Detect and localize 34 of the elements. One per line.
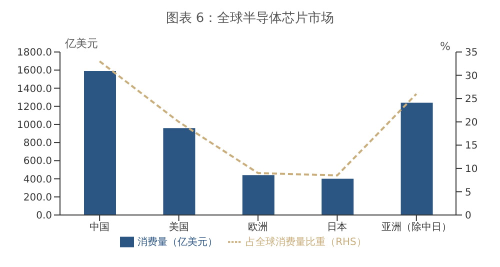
y2-tick-label: 35	[465, 48, 478, 59]
y2-tick-label: 10	[465, 164, 478, 175]
bar	[84, 71, 116, 215]
y-tick-label: 200.0	[23, 192, 52, 204]
x-tick-label: 美国	[168, 221, 189, 234]
bar	[163, 128, 196, 215]
legend-label: 占全球消费量比重（RHS）	[246, 237, 366, 248]
y-tick-label: 1600.0	[17, 66, 52, 77]
bar	[242, 175, 274, 215]
y-axis-title: 亿美元	[65, 36, 98, 51]
y-tick-label: 1800.0	[17, 48, 52, 59]
bar	[322, 178, 354, 215]
y-tick-label: 1000.0	[17, 120, 52, 131]
y-tick-label: 0.0	[36, 210, 52, 222]
y-tick-label: 800.0	[23, 138, 52, 150]
y2-tick-label: 20	[465, 117, 478, 128]
y2-axis-title: %	[440, 40, 450, 53]
x-tick-label: 亚洲（除中日）	[381, 221, 452, 234]
y2-tick-label: 5	[465, 187, 472, 198]
line-series	[98, 60, 418, 176]
bar	[400, 102, 433, 215]
x-tick-label: 日本	[327, 221, 348, 234]
chart-title: 图表 6：全球半导体芯片市场	[164, 10, 336, 28]
legend-label: 消费量（亿美元）	[138, 237, 218, 248]
y-tick-label: 600.0	[23, 156, 52, 168]
y2-tick-label: 25	[465, 94, 478, 106]
x-tick-label: 欧洲	[248, 221, 268, 234]
y2-tick-label: 30	[465, 70, 478, 82]
y2-tick-label: 15	[465, 140, 478, 152]
x-tick-label: 中国	[90, 221, 110, 234]
y-tick-label: 1200.0	[17, 102, 52, 113]
y-tick-label: 1400.0	[17, 84, 52, 95]
y2-tick-label: 0	[465, 210, 472, 222]
y-tick-label: 400.0	[23, 174, 52, 186]
